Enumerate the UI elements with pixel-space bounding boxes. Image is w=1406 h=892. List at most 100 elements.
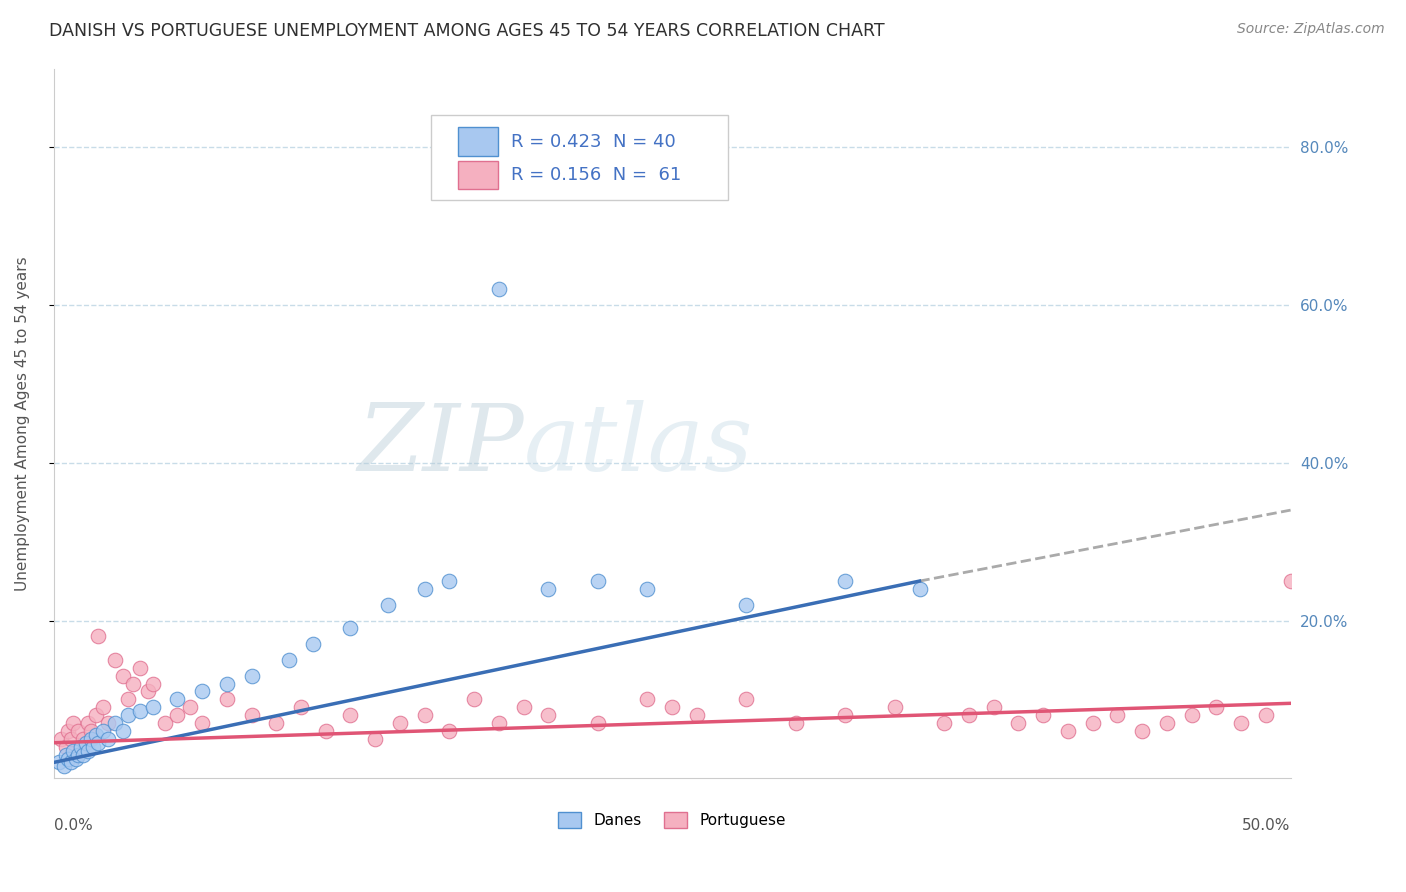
Point [117, 692, 139, 706]
Point [72, 747, 94, 762]
Y-axis label: Unemployment Among Ages 45 to 54 years: Unemployment Among Ages 45 to 54 years [15, 256, 30, 591]
Point [111, 669, 134, 683]
Text: 0.0%: 0.0% [53, 818, 93, 832]
Point [388, 716, 411, 731]
Point [512, 700, 534, 714]
Point [302, 637, 325, 651]
Point [67, 747, 90, 762]
Point [75, 736, 97, 750]
Point [142, 700, 165, 714]
Point [111, 723, 134, 738]
Point [97, 731, 120, 746]
Point [636, 582, 658, 596]
FancyBboxPatch shape [458, 161, 498, 189]
Point [735, 692, 758, 706]
Point [72, 731, 94, 746]
Point [934, 716, 956, 731]
Point [62, 716, 84, 731]
Point [59, 756, 82, 770]
Point [1107, 708, 1129, 723]
Point [377, 598, 399, 612]
Point [1007, 716, 1029, 731]
Point [215, 692, 238, 706]
Point [339, 708, 361, 723]
Point [179, 700, 201, 714]
Point [62, 744, 84, 758]
Point [1254, 708, 1277, 723]
Point [104, 716, 127, 731]
Point [91, 723, 114, 738]
Point [488, 282, 510, 296]
Point [82, 739, 104, 754]
Point [463, 692, 485, 706]
Point [80, 723, 103, 738]
Point [77, 716, 100, 731]
Point [908, 582, 931, 596]
Point [1279, 574, 1302, 588]
Point [661, 700, 683, 714]
Text: ZIP: ZIP [357, 400, 523, 490]
Point [240, 669, 263, 683]
Point [735, 598, 758, 612]
Point [49, 731, 72, 746]
Point [785, 716, 807, 731]
Point [91, 700, 114, 714]
Point [166, 692, 188, 706]
Point [166, 708, 188, 723]
Legend: Danes, Portuguese: Danes, Portuguese [553, 806, 792, 834]
Point [59, 731, 82, 746]
Text: atlas: atlas [523, 400, 754, 490]
Point [153, 716, 176, 731]
Point [439, 574, 461, 588]
Point [69, 739, 91, 754]
Point [142, 676, 165, 690]
Point [77, 744, 100, 758]
Point [957, 708, 980, 723]
Point [834, 708, 856, 723]
Point [87, 629, 110, 643]
Point [686, 708, 709, 723]
Point [80, 731, 103, 746]
Point [117, 708, 139, 723]
Point [883, 700, 905, 714]
Point [586, 574, 609, 588]
Point [834, 574, 856, 588]
Point [55, 747, 77, 762]
Point [240, 708, 263, 723]
Point [586, 716, 609, 731]
Point [1081, 716, 1104, 731]
Point [84, 708, 107, 723]
Text: Source: ZipAtlas.com: Source: ZipAtlas.com [1237, 22, 1385, 37]
Point [215, 676, 238, 690]
Point [315, 723, 337, 738]
Point [413, 582, 436, 596]
FancyBboxPatch shape [430, 115, 728, 200]
Point [439, 723, 461, 738]
Point [1130, 723, 1153, 738]
Point [537, 582, 560, 596]
Point [983, 700, 1005, 714]
Point [58, 723, 80, 738]
Point [339, 621, 361, 635]
Point [129, 704, 152, 718]
Point [191, 684, 214, 698]
Point [636, 692, 658, 706]
Point [52, 759, 75, 773]
Point [364, 731, 387, 746]
Point [264, 716, 287, 731]
Point [1057, 723, 1080, 738]
Point [413, 708, 436, 723]
Point [1181, 708, 1204, 723]
Point [136, 684, 159, 698]
Point [129, 661, 152, 675]
Point [97, 716, 120, 731]
Point [290, 700, 312, 714]
Point [1156, 716, 1178, 731]
Point [104, 653, 127, 667]
Point [1230, 716, 1253, 731]
Point [84, 728, 107, 742]
Point [1205, 700, 1227, 714]
Point [537, 708, 560, 723]
Point [65, 751, 87, 765]
Text: DANISH VS PORTUGUESE UNEMPLOYMENT AMONG AGES 45 TO 54 YEARS CORRELATION CHART: DANISH VS PORTUGUESE UNEMPLOYMENT AMONG … [49, 22, 884, 40]
